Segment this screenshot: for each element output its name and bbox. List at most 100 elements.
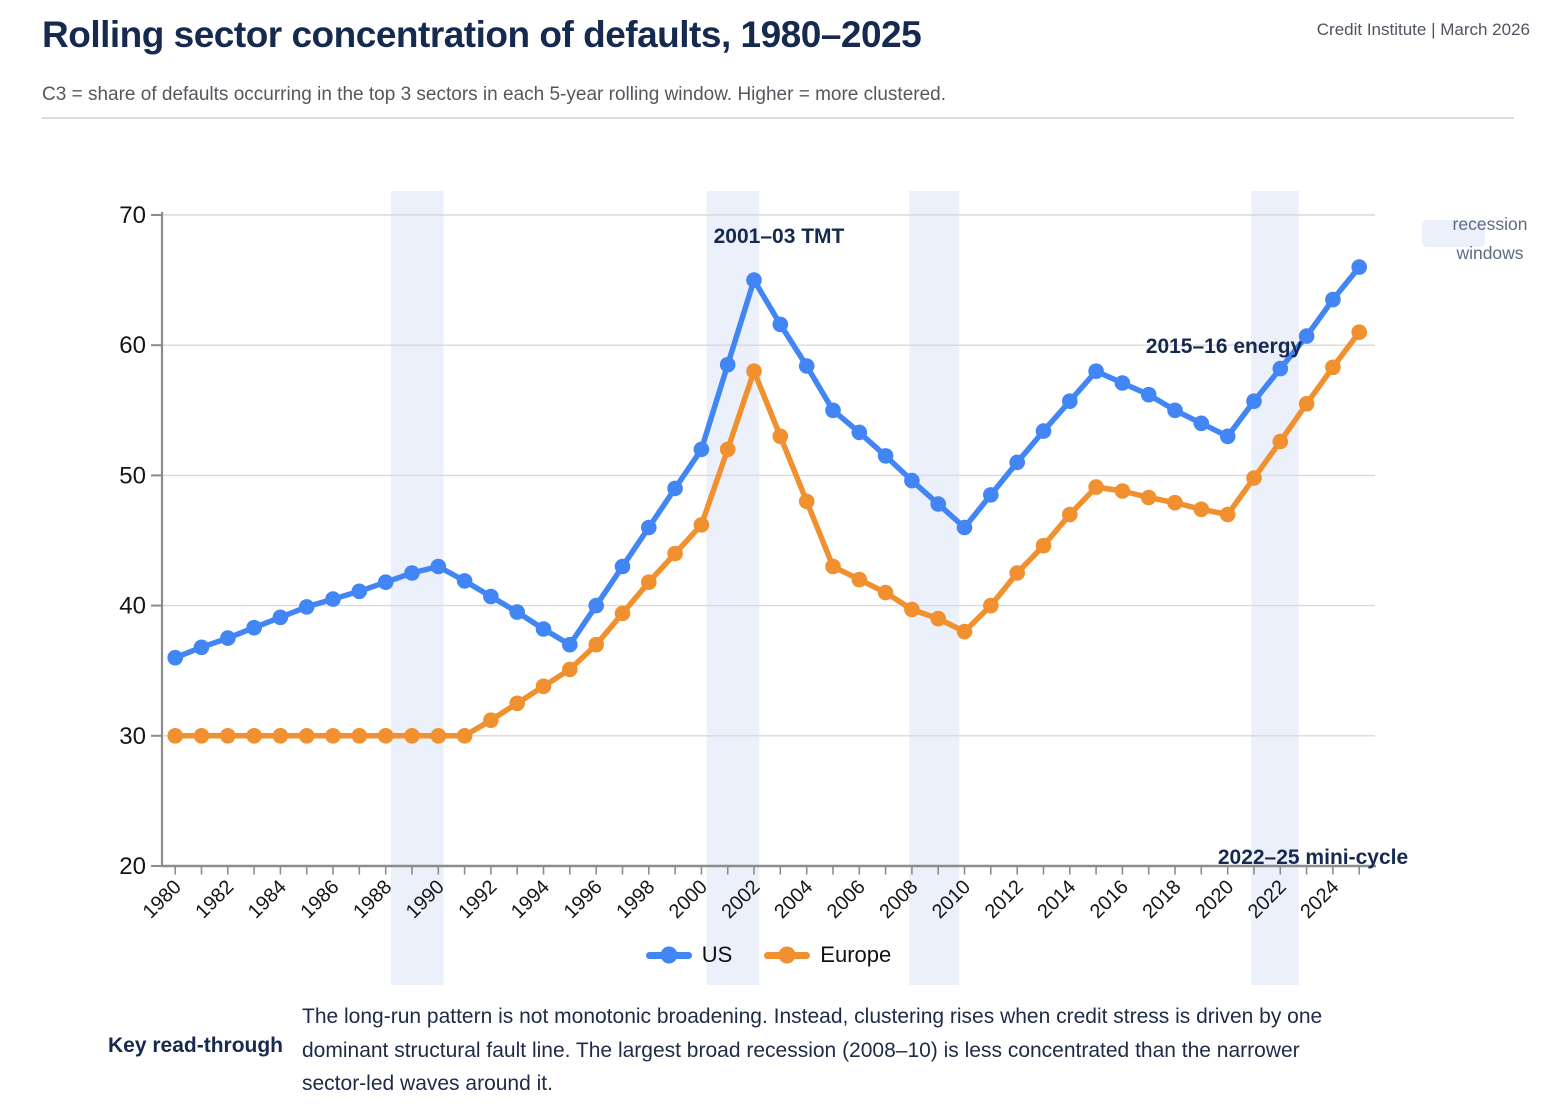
europe-point: [535, 678, 552, 695]
europe-point: [719, 441, 736, 458]
us-point: [1193, 415, 1210, 432]
x-tick-label: 1980: [139, 876, 186, 923]
subtitle: C3 = share of defaults occurring in the …: [42, 84, 947, 105]
x-tick-label: 1986: [297, 876, 344, 923]
recession-band: [706, 191, 760, 985]
us-point: [1114, 375, 1131, 391]
europe-point: [1140, 489, 1157, 506]
europe-point: [377, 728, 394, 744]
europe-point: [667, 545, 683, 562]
us-point: [772, 316, 789, 333]
europe-point: [430, 728, 447, 744]
recession-window-swatch: [1422, 220, 1485, 247]
europe-point: [1062, 506, 1078, 523]
europe-point: [509, 695, 525, 712]
europe-point: [1351, 324, 1367, 341]
europe-point: [851, 571, 868, 588]
x-tick-label: 2020: [1191, 876, 1238, 923]
us-point: [167, 649, 183, 666]
y-tick-label: 50: [119, 462, 146, 489]
us-point: [351, 583, 368, 600]
europe-point: [588, 636, 604, 653]
annotation-minicycle: 2022–25 mini-cycle: [1217, 846, 1409, 869]
europe-point: [246, 728, 262, 744]
x-tick-label: 1982: [191, 876, 238, 923]
us-point: [1272, 360, 1289, 377]
us-point: [1325, 291, 1341, 308]
recession-band: [390, 191, 444, 985]
europe-point: [877, 584, 894, 601]
us-point: [325, 591, 341, 607]
us-point: [904, 472, 920, 489]
us-point: [1246, 393, 1262, 410]
x-tick-label: 1994: [507, 876, 554, 923]
y-tick-label: 30: [119, 723, 146, 750]
europe-point: [825, 558, 841, 575]
us-point: [588, 597, 604, 614]
x-tick-label: 1992: [454, 876, 501, 923]
us-point: [456, 573, 473, 589]
chart-area: 20 30 40 50 60 70 1980 1982 1984 1986 1988 1990 1992…: [119, 191, 1528, 985]
europe-point: [904, 601, 920, 618]
annotation-energy: 2015–16 energy: [1145, 335, 1303, 358]
recession-windows-label: recession windows: [1452, 214, 1528, 263]
europe-point: [1298, 396, 1315, 412]
x-tick-label: 1988: [349, 876, 396, 923]
x-tick-label: 2004: [770, 876, 817, 923]
europe-line: [172, 329, 1362, 739]
europe-point: [641, 574, 657, 590]
us-point: [1298, 328, 1315, 344]
legend-item-europe: Europe: [764, 942, 891, 968]
key-readthrough-label: Key read-through: [108, 1034, 284, 1057]
us-point: [1035, 423, 1052, 439]
legend-label-europe: Europe: [820, 942, 892, 967]
x-tick-label: 2016: [1086, 876, 1133, 923]
us-point: [483, 588, 499, 605]
x-tick-label: 1984: [244, 876, 291, 923]
europe-point: [1167, 494, 1183, 511]
us-point: [377, 574, 394, 590]
europe-point: [193, 728, 210, 744]
us-point: [535, 621, 552, 637]
europe-point: [1114, 483, 1131, 499]
us-point: [298, 599, 315, 615]
legend-label-us: US: [701, 942, 733, 967]
us-point: [430, 558, 447, 575]
us-point: [509, 604, 525, 620]
x-tick-label: 2024: [1296, 876, 1343, 923]
us-point: [614, 558, 631, 575]
us-line: [172, 264, 1362, 661]
europe-point: [220, 728, 236, 744]
europe-point: [798, 493, 815, 510]
key-readthrough-text: The long-run pattern is not monotonic br…: [302, 1005, 1323, 1095]
europe-point: [772, 428, 789, 445]
recession-band: [909, 191, 960, 985]
x-tick-label: 2018: [1139, 876, 1186, 923]
us-point: [851, 424, 868, 441]
us-point: [877, 448, 894, 464]
europe-point: [298, 728, 315, 744]
europe-legend-line: [764, 946, 811, 964]
page-title: Rolling sector concentration of defaults…: [42, 14, 922, 55]
europe-point: [1035, 537, 1052, 554]
x-tick-label: 2014: [1033, 876, 1080, 923]
y-tick-label: 20: [119, 853, 146, 880]
us-point: [930, 496, 946, 512]
us-point: [193, 639, 210, 656]
us-point: [1167, 402, 1183, 419]
us-point: [693, 441, 710, 458]
europe-point: [1246, 470, 1262, 486]
us-point: [220, 630, 236, 646]
us-point: [1351, 259, 1367, 275]
us-point: [641, 519, 657, 536]
us-point: [1219, 428, 1236, 445]
us-legend-line: [645, 946, 692, 964]
us-point: [1062, 393, 1078, 410]
europe-point: [956, 623, 973, 640]
europe-point: [1009, 565, 1025, 581]
us-point: [667, 480, 683, 497]
europe-point: [404, 728, 420, 744]
us-point: [404, 565, 420, 581]
